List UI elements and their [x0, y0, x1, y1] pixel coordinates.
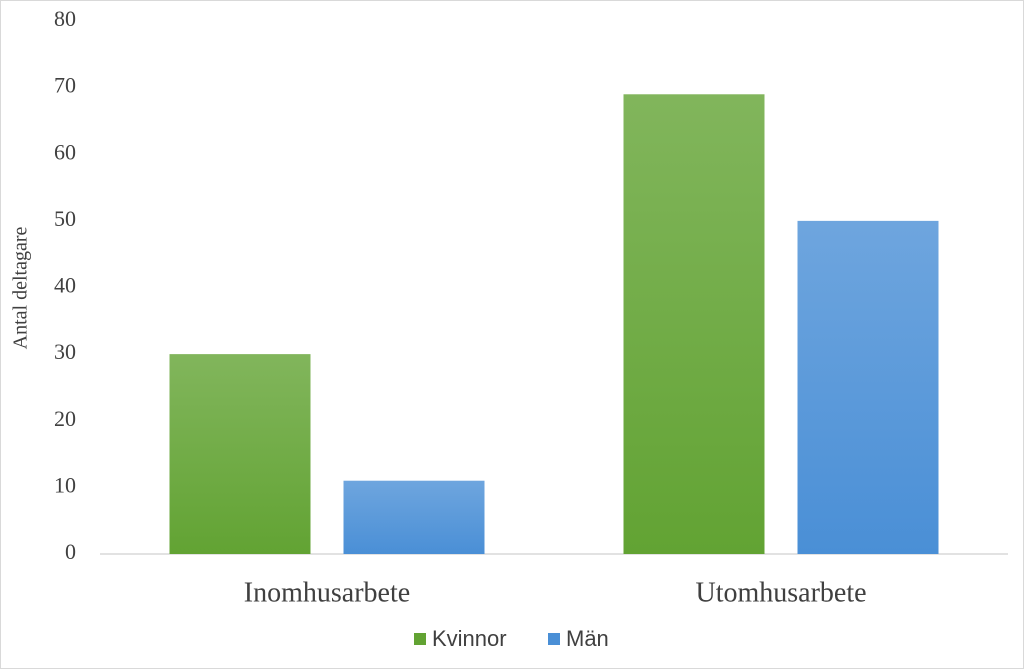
y-tick-label: 40	[54, 273, 76, 298]
y-tick-label: 0	[65, 539, 76, 564]
bar	[797, 220, 939, 554]
y-tick-label: 20	[54, 406, 76, 431]
y-tick-label: 30	[54, 339, 76, 364]
y-tick-label: 70	[54, 73, 76, 98]
x-tick-label: Utomhusarbete	[695, 577, 866, 608]
legend-label: Kvinnor	[432, 626, 507, 651]
bar	[169, 354, 311, 554]
y-tick-label: 10	[54, 472, 76, 497]
legend-label: Män	[566, 626, 609, 651]
bar	[343, 480, 485, 554]
x-tick-label: Inomhusarbete	[244, 577, 410, 608]
y-tick-label: 50	[54, 206, 76, 231]
legend-swatch	[414, 633, 426, 645]
y-axis-label: Antal deltagare	[10, 227, 32, 350]
legend-swatch	[548, 633, 560, 645]
bar	[623, 94, 765, 554]
y-tick-label: 60	[54, 139, 76, 164]
y-tick-label: 80	[54, 6, 76, 31]
